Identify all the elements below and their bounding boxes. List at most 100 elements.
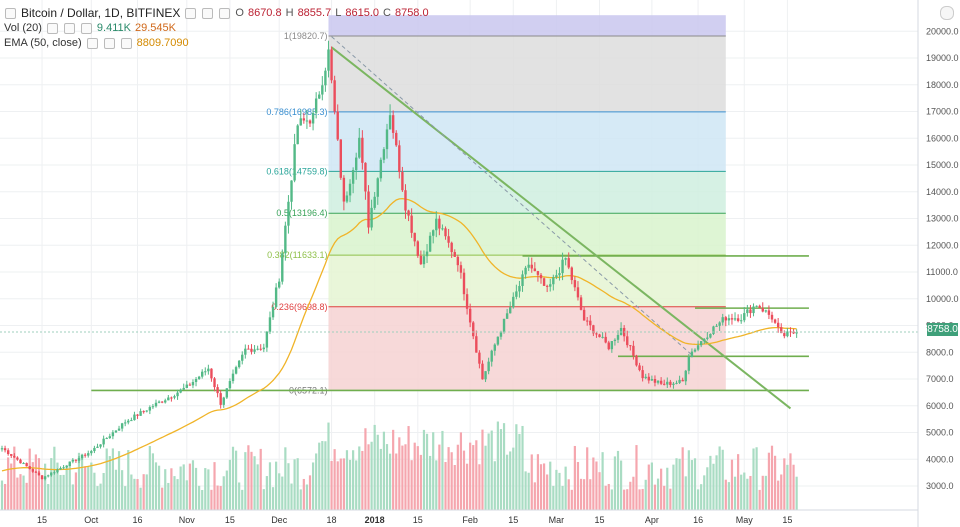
candle-body bbox=[145, 410, 148, 412]
candle-body bbox=[262, 347, 265, 350]
candle-body bbox=[468, 308, 472, 323]
volume-bar bbox=[524, 471, 527, 510]
close-icon[interactable] bbox=[80, 23, 92, 34]
candle-body bbox=[459, 265, 463, 273]
volume-bar bbox=[730, 459, 734, 510]
volume-bar bbox=[441, 430, 444, 510]
candle-body bbox=[176, 392, 179, 397]
volume-bar bbox=[124, 486, 127, 510]
candle-body bbox=[124, 422, 127, 424]
volume-bar bbox=[681, 447, 684, 510]
candle-body bbox=[672, 383, 675, 385]
volume-bar bbox=[80, 456, 84, 510]
volume-bar bbox=[490, 430, 493, 510]
volume-bar bbox=[111, 448, 114, 510]
volume-bar bbox=[656, 478, 660, 510]
candle-body bbox=[730, 318, 734, 320]
volume-bar bbox=[456, 444, 459, 510]
candle-body bbox=[108, 436, 111, 439]
volume-bar bbox=[712, 463, 715, 510]
candle-body bbox=[576, 287, 580, 298]
close-icon[interactable] bbox=[120, 38, 132, 49]
volume-bar bbox=[327, 422, 330, 510]
candle-body bbox=[484, 371, 487, 380]
volume-bar bbox=[385, 444, 389, 510]
candle-body bbox=[53, 472, 56, 474]
candle-body bbox=[465, 294, 469, 309]
close-value: 8758.0 bbox=[394, 7, 429, 19]
price-tick-label: 15000.0 bbox=[926, 160, 959, 170]
candle-body bbox=[736, 318, 740, 321]
collapse-icon[interactable] bbox=[5, 8, 16, 19]
volume-bar bbox=[666, 467, 669, 510]
candle-body bbox=[311, 112, 315, 124]
candle-body bbox=[444, 228, 447, 237]
volume-bar bbox=[684, 476, 687, 510]
fib-level-label: 0.618(14759.8) bbox=[266, 166, 327, 176]
candle-body bbox=[549, 284, 552, 287]
volume-bar bbox=[188, 463, 191, 510]
volume-bar bbox=[644, 479, 647, 510]
volume-bar bbox=[773, 455, 777, 510]
time-tick-label: 18 bbox=[327, 515, 337, 525]
settings-icon[interactable] bbox=[103, 38, 115, 49]
volume-bar bbox=[318, 442, 321, 510]
settings-icon[interactable] bbox=[202, 8, 214, 19]
candle-body bbox=[539, 274, 543, 279]
volume-bar bbox=[653, 484, 657, 510]
candle-body bbox=[789, 331, 792, 333]
volume-bar bbox=[487, 433, 490, 510]
candle-body bbox=[157, 401, 161, 403]
ema-indicator-label: EMA (50, close) bbox=[4, 37, 82, 49]
volume-bar bbox=[278, 473, 281, 510]
candle-body bbox=[382, 149, 386, 160]
candle-body bbox=[43, 476, 47, 480]
eye-icon[interactable] bbox=[46, 23, 58, 34]
volume-bar bbox=[493, 461, 496, 510]
candle-body bbox=[284, 225, 287, 254]
eye-icon[interactable] bbox=[86, 38, 98, 49]
candle-body bbox=[278, 281, 281, 288]
candle-body bbox=[764, 310, 768, 312]
price-tick-label: 11000.0 bbox=[926, 267, 958, 277]
volume-bar bbox=[173, 476, 176, 510]
settings-icon[interactable] bbox=[63, 23, 75, 34]
candle-body bbox=[391, 115, 395, 133]
price-tick-label: 12000.0 bbox=[926, 240, 959, 250]
candle-body bbox=[19, 459, 22, 464]
candle-body bbox=[727, 318, 731, 321]
candle-body bbox=[201, 371, 204, 377]
volume-bar bbox=[598, 472, 601, 510]
volume-bar bbox=[136, 479, 139, 510]
fib-zone-top bbox=[328, 15, 726, 37]
volume-bar bbox=[743, 472, 746, 510]
eye-icon[interactable] bbox=[185, 8, 197, 19]
volume-bar bbox=[425, 433, 429, 510]
candle-body bbox=[530, 264, 533, 269]
volume-bar bbox=[413, 442, 416, 510]
volume-bar bbox=[299, 489, 302, 510]
volume-bar bbox=[536, 454, 540, 510]
volume-bar bbox=[84, 466, 87, 510]
volume-bar bbox=[432, 432, 435, 510]
candle-body bbox=[696, 345, 700, 350]
candle-body bbox=[0, 448, 4, 450]
volume-bar bbox=[783, 458, 786, 510]
candle-body bbox=[419, 255, 423, 265]
candle-body bbox=[40, 475, 44, 480]
chart-settings-icon[interactable] bbox=[940, 6, 954, 20]
candle-body bbox=[721, 317, 724, 323]
candle-body bbox=[490, 350, 493, 362]
candle-body bbox=[487, 361, 490, 372]
candle-body bbox=[259, 348, 262, 350]
close-icon[interactable] bbox=[219, 8, 231, 19]
candle-body bbox=[333, 80, 336, 112]
time-tick-label: Feb bbox=[462, 515, 478, 525]
candle-body bbox=[746, 309, 749, 314]
volume-bar bbox=[87, 466, 90, 510]
candle-body bbox=[68, 461, 71, 466]
price-tick-label: 18000.0 bbox=[926, 80, 959, 90]
candle-body bbox=[743, 313, 746, 321]
volume-bar bbox=[388, 453, 392, 510]
